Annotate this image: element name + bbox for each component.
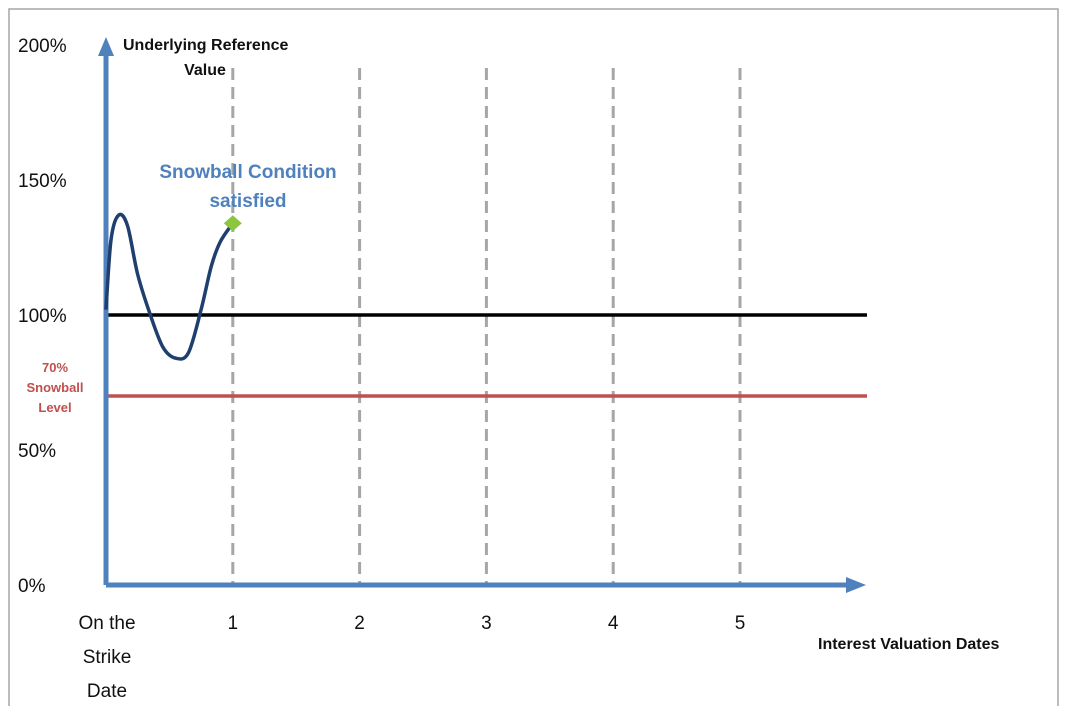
x-tick-label: 3 (481, 613, 492, 634)
x-tick-labels: On the Strike Date 1 2 3 4 5 (78, 613, 745, 702)
x-tick-label: 5 (735, 613, 746, 634)
x-tick-label: On the (78, 613, 135, 634)
x-tick-label: Date (87, 681, 127, 702)
x-tick-label: Strike (83, 647, 132, 668)
y-tick-label: 100% (18, 306, 67, 327)
dashed-valuation-lines (231, 68, 742, 585)
y-tick-label: 150% (18, 171, 67, 192)
y-tick-label: 0% (18, 576, 46, 597)
snowball-level-label-line: Level (38, 400, 71, 415)
y-tick-label: 50% (18, 441, 56, 462)
y-tick-label: 200% (18, 36, 67, 57)
y-axis-label-line: Value (184, 62, 226, 79)
x-tick-label: 1 (228, 613, 239, 634)
x-axis-label: Interest Valuation Dates (818, 636, 999, 653)
snowball-marker (223, 215, 242, 232)
snowball-level-label: 70% Snowball Level (26, 360, 83, 415)
chart-frame (8, 8, 1059, 706)
annotation-line: satisfied (209, 191, 286, 212)
reference-lines (106, 313, 867, 398)
series-line-0 (104, 212, 235, 361)
y-axis-arrow (98, 37, 114, 56)
x-tick-label: 4 (608, 613, 619, 634)
axes (98, 37, 866, 593)
snowball-level-label-line: 70% (42, 360, 68, 375)
snowball-level-label-line: Snowball (26, 380, 83, 395)
y-axis-label: Underlying Reference Value (123, 37, 288, 79)
x-tick-label: 2 (354, 613, 365, 634)
y-tick-labels: 0% 50% 100% 150% 200% (18, 36, 67, 597)
y-axis-label-line: Underlying Reference (123, 37, 288, 54)
annotation-line: Snowball Condition (159, 162, 336, 183)
x-axis-arrow (846, 577, 866, 593)
snowball-condition-annotation: Snowball Condition satisfied (159, 162, 336, 212)
series-layer (104, 212, 242, 361)
